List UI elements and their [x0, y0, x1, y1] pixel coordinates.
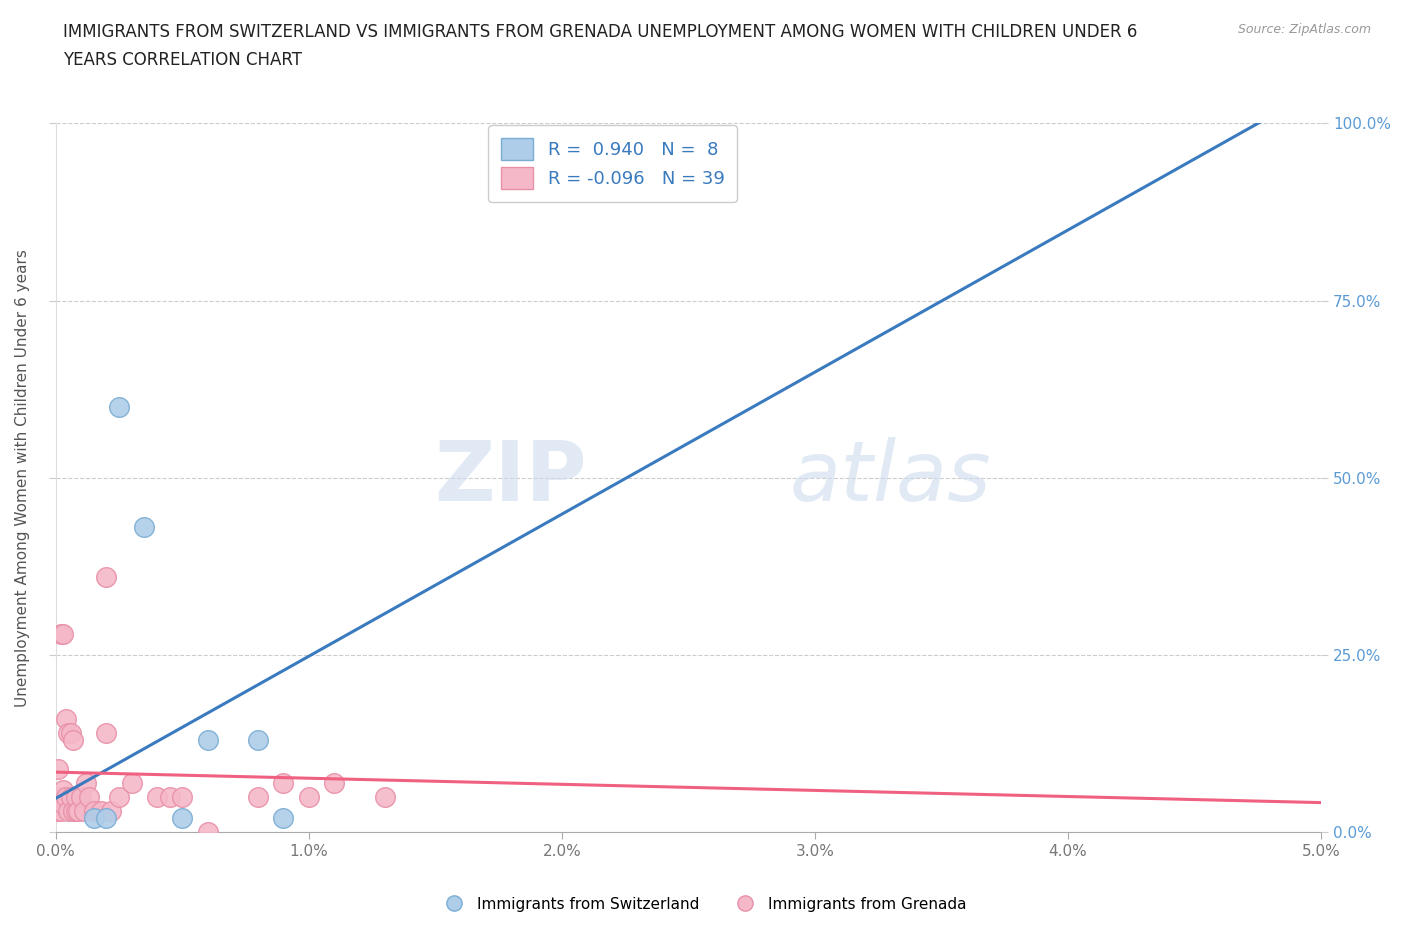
- Point: [49, 804, 72, 818]
- Point: [96, 570, 118, 585]
- Point: [59, 790, 82, 804]
- Point: [159, 790, 181, 804]
- Point: [59, 725, 82, 740]
- Text: IMMIGRANTS FROM SWITZERLAND VS IMMIGRANTS FROM GRENADA UNEMPLOYMENT AMONG WOMEN : IMMIGRANTS FROM SWITZERLAND VS IMMIGRANT…: [63, 23, 1137, 41]
- Point: [83, 811, 105, 826]
- Point: [273, 776, 295, 790]
- Point: [65, 790, 87, 804]
- Point: [298, 790, 321, 804]
- Point: [70, 790, 93, 804]
- Point: [83, 804, 105, 818]
- Point: [72, 804, 94, 818]
- Text: atlas: atlas: [790, 437, 991, 518]
- Point: [96, 811, 118, 826]
- Text: ZIP: ZIP: [434, 437, 588, 518]
- Point: [108, 790, 131, 804]
- Point: [62, 733, 84, 748]
- Point: [100, 804, 122, 818]
- Point: [55, 790, 77, 804]
- Point: [197, 825, 219, 840]
- Point: [65, 804, 87, 818]
- Point: [172, 790, 194, 804]
- Legend: Immigrants from Switzerland, Immigrants from Grenada: Immigrants from Switzerland, Immigrants …: [433, 891, 973, 918]
- Point: [121, 776, 143, 790]
- Point: [46, 804, 69, 818]
- Y-axis label: Unemployment Among Women with Children Under 6 years: Unemployment Among Women with Children U…: [15, 249, 30, 707]
- Point: [58, 804, 80, 818]
- Point: [52, 797, 75, 812]
- Text: YEARS CORRELATION CHART: YEARS CORRELATION CHART: [63, 51, 302, 69]
- Point: [52, 627, 75, 642]
- Point: [172, 811, 194, 826]
- Point: [46, 761, 69, 776]
- Point: [67, 804, 90, 818]
- Legend: R =  0.940   N =  8, R = -0.096   N = 39: R = 0.940 N = 8, R = -0.096 N = 39: [488, 126, 737, 202]
- Point: [323, 776, 346, 790]
- Point: [96, 725, 118, 740]
- Point: [77, 790, 100, 804]
- Point: [273, 811, 295, 826]
- Point: [108, 400, 131, 415]
- Point: [247, 733, 270, 748]
- Point: [146, 790, 169, 804]
- Point: [58, 725, 80, 740]
- Point: [374, 790, 396, 804]
- Point: [197, 733, 219, 748]
- Point: [134, 520, 156, 535]
- Point: [49, 790, 72, 804]
- Text: Source: ZipAtlas.com: Source: ZipAtlas.com: [1237, 23, 1371, 36]
- Point: [247, 790, 270, 804]
- Point: [52, 782, 75, 797]
- Point: [49, 627, 72, 642]
- Point: [55, 711, 77, 726]
- Point: [62, 804, 84, 818]
- Point: [75, 776, 97, 790]
- Point: [90, 804, 112, 818]
